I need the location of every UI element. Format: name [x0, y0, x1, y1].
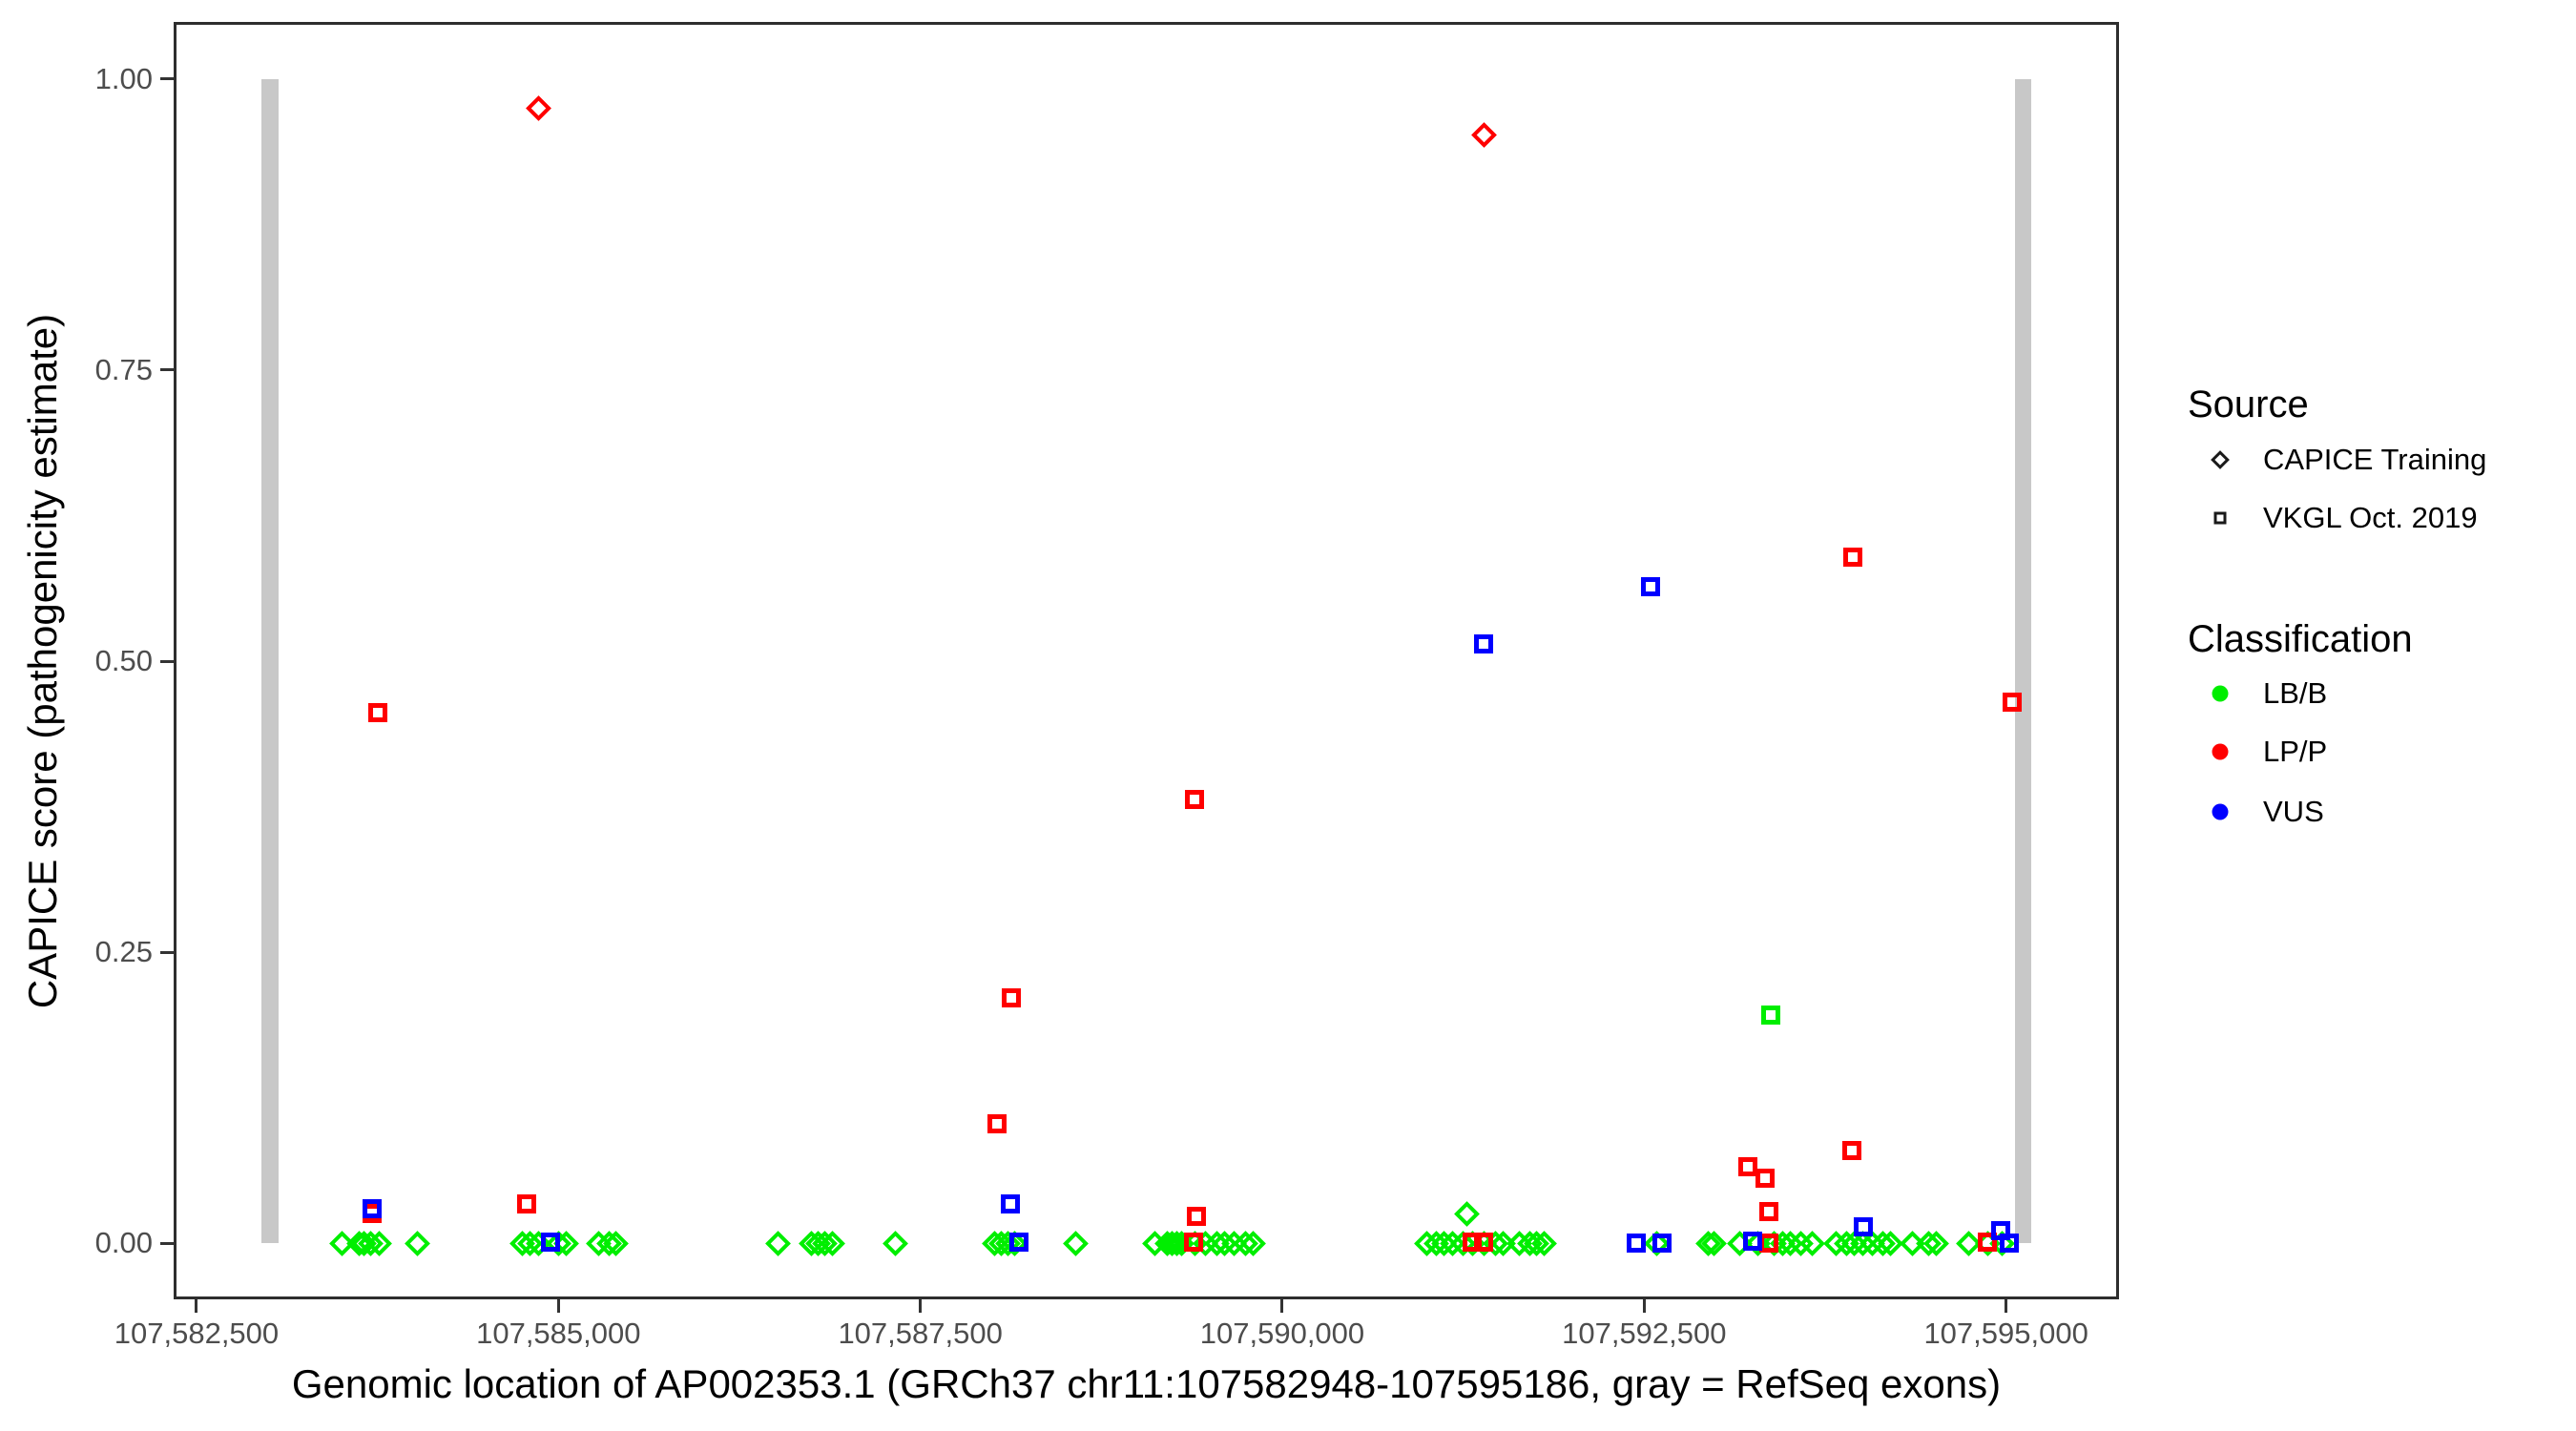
data-point-square [1755, 1169, 1776, 1189]
x-tick-label: 107,590,000 [1199, 1317, 1365, 1350]
y-tick-label: 0.25 [94, 935, 153, 969]
legend-classification-title: Classification [2188, 618, 2413, 660]
data-point-square [1743, 1231, 1763, 1251]
data-point-square [2000, 1234, 2020, 1254]
data-point-square [1001, 987, 1021, 1007]
data-point-square [1842, 1140, 1862, 1160]
data-point-square [1738, 1156, 1758, 1176]
y-tick-mark [160, 950, 174, 954]
data-point-square [363, 1198, 383, 1218]
legend-classification-item-label: LB/B [2263, 676, 2328, 710]
data-point-square [1759, 1202, 1779, 1222]
data-point-square [1474, 633, 1494, 653]
x-tick-mark [1642, 1299, 1646, 1313]
data-point-square [1843, 548, 1863, 568]
legend-key-circle-icon [2212, 685, 2229, 702]
data-point-square [1978, 1233, 1998, 1253]
y-tick-mark [160, 368, 174, 372]
data-point-square [541, 1233, 561, 1253]
legend-key-diamond-icon [2211, 450, 2230, 469]
legend-classification-item-label: LP/P [2263, 735, 2328, 768]
legend-key-circle-icon [2212, 743, 2229, 760]
refseq-exon-bar [260, 78, 280, 1244]
data-point-square [1641, 576, 1661, 596]
y-tick-mark [160, 659, 174, 663]
legend-source-title: Source [2188, 384, 2309, 425]
y-tick-label: 0.75 [94, 352, 153, 386]
plot-panel [174, 22, 2119, 1299]
data-point-square [517, 1193, 537, 1213]
data-point-square [367, 702, 387, 722]
data-point-square [1854, 1217, 1874, 1237]
legend-source-item-label: VKGL Oct. 2019 [2263, 501, 2478, 534]
data-point-square [1185, 790, 1205, 810]
legend-key-square-icon [2213, 511, 2227, 525]
x-tick-mark [2005, 1299, 2008, 1313]
data-point-square [1761, 1006, 1781, 1026]
data-point-square [1652, 1234, 1672, 1254]
legend-key-circle-icon [2212, 803, 2229, 820]
x-tick-label: 107,587,500 [838, 1317, 1003, 1350]
refseq-exon-bar [2015, 78, 2032, 1244]
x-tick-label: 107,585,000 [476, 1317, 641, 1350]
legend-classification-item-label: VUS [2263, 795, 2324, 828]
y-tick-mark [160, 1241, 174, 1245]
data-point-square [1627, 1234, 1647, 1254]
x-axis-title: Genomic location of AP002353.1 (GRCh37 c… [291, 1361, 2002, 1406]
data-point-square [987, 1113, 1008, 1133]
data-point-square [1759, 1234, 1779, 1254]
data-point-square [1008, 1233, 1028, 1253]
data-point-square [1001, 1193, 1021, 1213]
data-point-square [1187, 1207, 1207, 1227]
y-tick-label: 1.00 [94, 61, 153, 95]
x-tick-mark [919, 1299, 923, 1313]
y-axis-title: CAPICE score (pathogenicity estimate) [20, 313, 65, 1008]
x-tick-label: 107,595,000 [1923, 1317, 2088, 1350]
data-point-square [2003, 692, 2023, 712]
legend-source-item-label: CAPICE Training [2263, 443, 2487, 476]
data-point-square [1474, 1233, 1494, 1253]
x-tick-mark [556, 1299, 560, 1313]
y-tick-label: 0.00 [94, 1226, 153, 1260]
data-point-square [1184, 1233, 1204, 1253]
y-tick-label: 0.50 [94, 644, 153, 678]
y-tick-mark [160, 77, 174, 81]
x-tick-mark [195, 1299, 198, 1313]
x-tick-mark [1280, 1299, 1284, 1313]
data-point-square [1463, 1233, 1483, 1253]
x-tick-label: 107,582,500 [114, 1317, 280, 1350]
x-tick-label: 107,592,500 [1562, 1317, 1727, 1350]
